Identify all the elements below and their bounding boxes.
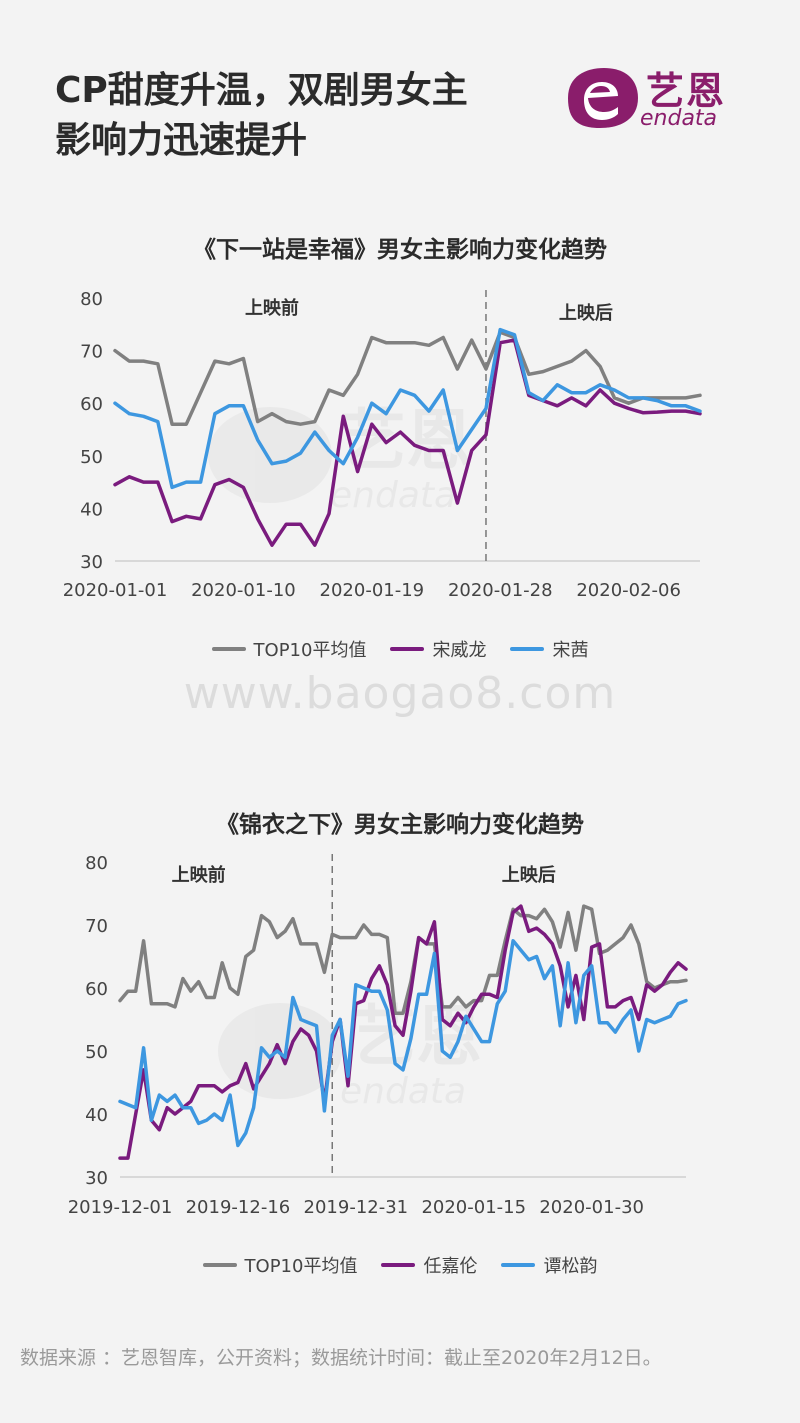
chart2-annotation: 上映前 — [172, 864, 226, 886]
chart1-legend-label-1: 宋威龙 — [432, 640, 487, 661]
endata-logo: 艺恩 endata — [560, 62, 750, 134]
chart2-legend: TOP10平均值 任嘉伦 谭松韵 — [0, 1252, 800, 1278]
chart1-annotation: 上映前 — [245, 297, 299, 319]
chart1-legend-item-1: 宋威龙 — [390, 636, 486, 662]
chart1-legend: TOP10平均值 宋威龙 宋茜 — [0, 636, 800, 662]
chart1-y-tick-label: 80 — [80, 289, 103, 310]
page-title: CP甜度升温，双剧男女主 影响力迅速提升 — [55, 66, 468, 166]
chart2-series-2-line — [118, 939, 688, 1148]
chart2-legend-item-2: 谭松韵 — [501, 1252, 597, 1278]
chart1-legend-swatch-2 — [510, 647, 545, 651]
chart1-legend-swatch-1 — [390, 647, 425, 651]
chart1-x-tick-label: 2020-01-10 — [191, 580, 296, 601]
chart1-x-tick-label: 2020-01-19 — [320, 580, 425, 601]
chart2-y-tick-label: 50 — [85, 1042, 108, 1063]
chart2-legend-label-1: 任嘉伦 — [423, 1256, 478, 1277]
chart2: 艺恩 endata 30 40 50 60 70 80 2019-12-01 2019-12-16… — [0, 846, 800, 1221]
chart2-y-tick-label: 80 — [85, 853, 108, 874]
chart2-annotation: 上映后 — [502, 864, 556, 886]
chart1-series-1-line — [113, 338, 702, 547]
chart2-legend-swatch-1 — [381, 1263, 416, 1267]
chart1-legend-item-0: TOP10平均值 — [211, 636, 367, 662]
chart1-x-tick-label: 2020-02-06 — [576, 580, 681, 601]
chart2-x-tick-label: 2019-12-31 — [304, 1197, 409, 1218]
chart2-legend-swatch-2 — [501, 1263, 536, 1267]
chart1-legend-label-2: 宋茜 — [552, 640, 589, 661]
chart2-legend-item-0: TOP10平均值 — [202, 1252, 358, 1278]
page-title-line1: CP甜度升温，双剧男女主 — [55, 70, 468, 111]
page-title-line2: 影响力迅速提升 — [55, 120, 308, 161]
chart1-legend-label-0: TOP10平均值 — [253, 640, 367, 661]
chart2-y-tick-label: 70 — [85, 916, 108, 937]
chart2-y-tick-label: 30 — [85, 1168, 108, 1189]
chart1-y-tick-label: 70 — [80, 342, 103, 363]
chart1-series-0-line — [113, 330, 702, 426]
watermark-site: www.baogao8.com — [183, 668, 617, 719]
logo-text-cn: 艺恩 — [646, 69, 727, 113]
chart2-watermark-en: endata — [340, 1071, 466, 1112]
chart1-watermark-en: endata — [330, 475, 456, 516]
chart2-title: 《锦衣之下》男女主影响力变化趋势 — [216, 812, 584, 838]
chart2-x-tick-label: 2020-01-15 — [421, 1197, 526, 1218]
chart1-annotation: 上映后 — [559, 302, 613, 324]
chart1-y-tick-label: 60 — [80, 394, 103, 415]
chart2-legend-item-1: 任嘉伦 — [381, 1252, 477, 1278]
chart1-series-2-line — [113, 327, 702, 490]
logo-text-en: endata — [640, 106, 718, 131]
chart2-y-tick-label: 60 — [85, 979, 108, 1000]
chart1-y-tick-label: 50 — [80, 447, 103, 468]
chart2-legend-label-0: TOP10平均值 — [244, 1256, 358, 1277]
footer-source: 数据来源 ：艺恩智库，公开资料；数据统计时间：截止至2020年2月12日。 — [20, 1347, 662, 1369]
chart1-y-tick-label: 30 — [80, 552, 103, 573]
chart1-title: 《下一站是幸福》男女主影响力变化趋势 — [193, 237, 607, 263]
chart2-series-1-line — [118, 904, 688, 1160]
chart2-x-tick-label: 2019-12-01 — [68, 1197, 173, 1218]
endata-logo-icon — [568, 68, 638, 128]
chart1-legend-item-2: 宋茜 — [510, 636, 588, 662]
chart2-x-tick-label: 2019-12-16 — [186, 1197, 291, 1218]
chart1-y-tick-label: 40 — [80, 499, 103, 520]
chart2-y-tick-label: 40 — [85, 1105, 108, 1126]
chart2-series-0-line — [118, 904, 688, 1015]
chart1-watermark-icon — [208, 407, 332, 503]
chart2-legend-swatch-0 — [202, 1263, 237, 1267]
chart1-x-tick-label: 2020-01-01 — [63, 580, 168, 601]
chart1-legend-swatch-0 — [211, 647, 246, 651]
chart2-x-tick-label: 2020-01-30 — [539, 1197, 644, 1218]
chart1-x-tick-label: 2020-01-28 — [448, 580, 553, 601]
chart1: 艺恩 endata 30 40 50 60 70 80 2020-01-01 2020-01-10… — [0, 280, 800, 610]
chart2-legend-label-2: 谭松韵 — [543, 1256, 598, 1277]
